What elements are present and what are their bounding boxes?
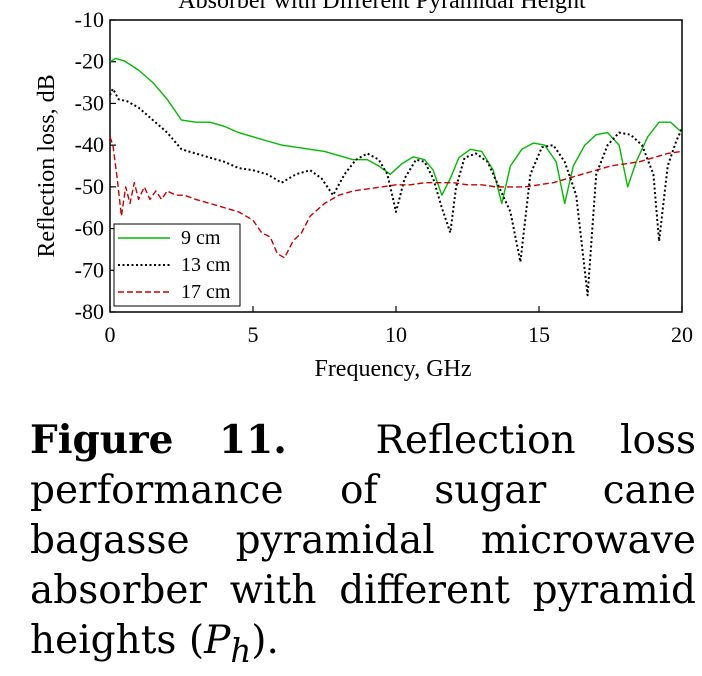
y-tick-label: -60 bbox=[75, 216, 104, 241]
y-tick-label: -80 bbox=[75, 299, 104, 324]
figure-caption: Figure 11. Reflection loss performance o… bbox=[30, 415, 696, 676]
x-tick-label: 5 bbox=[248, 322, 259, 347]
x-tick-label: 20 bbox=[671, 322, 693, 347]
legend: 9 cm 13 cm 17 cm bbox=[113, 223, 241, 307]
y-tick-label: -40 bbox=[75, 132, 104, 157]
reflection-loss-chart: Absorber with Different Pyramidal Height… bbox=[34, 0, 693, 382]
legend-label-13cm: 13 cm bbox=[181, 254, 231, 276]
x-tick-label: 15 bbox=[528, 322, 550, 347]
y-tick-label: -10 bbox=[75, 7, 104, 32]
y-tick-label: -50 bbox=[75, 174, 104, 199]
legend-label-9cm: 9 cm bbox=[181, 227, 221, 249]
caption-math-base: P bbox=[204, 618, 231, 663]
y-tick-label: -20 bbox=[75, 49, 104, 74]
series-line-17cm bbox=[109, 136, 683, 259]
x-axis-label: Frequency, GHz bbox=[314, 356, 471, 382]
caption-text-end: ). bbox=[251, 618, 279, 663]
axis-ticks: 0 5 10 15 20 -10 -20 -30 -40 -50 -60 -70 -80 bbox=[75, 7, 693, 347]
series-lines bbox=[109, 57, 683, 297]
caption-label: Figure 11. bbox=[30, 417, 287, 463]
y-tick-label: -70 bbox=[75, 257, 104, 282]
legend-label-17cm: 17 cm bbox=[181, 281, 231, 303]
y-tick-label: -30 bbox=[75, 90, 104, 115]
x-tick-label: 10 bbox=[385, 322, 407, 347]
x-tick-label: 0 bbox=[105, 322, 116, 347]
chart-title: Absorber with Different Pyramidal Height bbox=[178, 0, 586, 14]
y-axis-label: Reflection loss, dB bbox=[34, 74, 60, 257]
caption-text: Reflection loss performance of sugar can… bbox=[30, 418, 696, 663]
series-line-9cm bbox=[109, 57, 683, 205]
caption-math-sub: h bbox=[230, 631, 252, 670]
